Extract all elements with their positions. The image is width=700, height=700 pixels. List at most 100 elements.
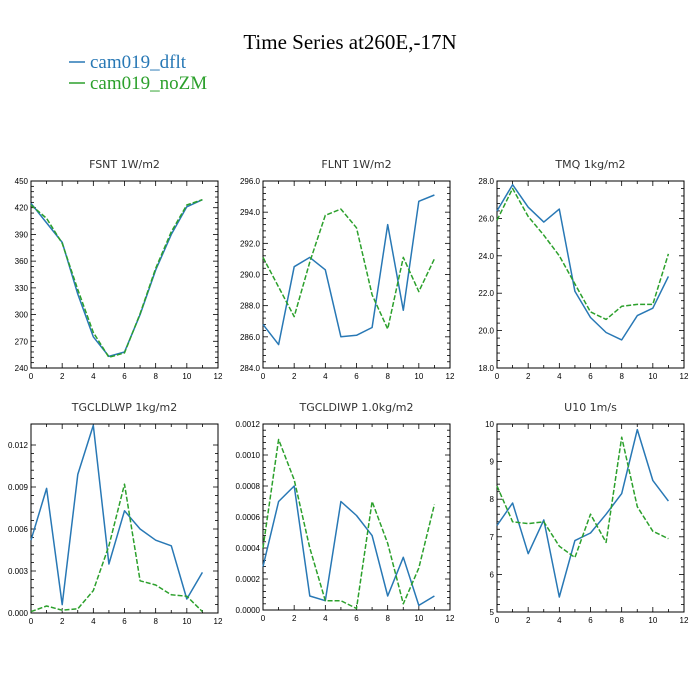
legend-label-dflt: cam019_dflt [90, 52, 187, 73]
y-tick-label: 284.0 [240, 364, 261, 373]
series-line-cam019-dflt [262, 485, 435, 607]
x-tick-label: 8 [619, 372, 624, 381]
x-tick-label: 4 [323, 372, 328, 381]
x-tick-label: 8 [385, 372, 390, 381]
x-tick-label: 8 [385, 614, 390, 623]
x-tick-label: 2 [526, 372, 531, 381]
plot-frame [262, 423, 451, 611]
series-line-cam019-dflt [496, 428, 669, 598]
x-tick-label: 0 [29, 372, 34, 381]
y-tick-label: 22.0 [478, 289, 494, 298]
y-tick-label: 0.0000 [236, 606, 261, 615]
y-tick-label: 240 [15, 364, 29, 373]
panel-title: U10 1m/s [564, 401, 617, 414]
series-line-cam019-nozm [262, 208, 436, 330]
legend: cam019_dflt cam019_noZM [69, 52, 207, 94]
x-tick-label: 4 [91, 617, 96, 626]
plot-frame [30, 180, 219, 369]
series-line-cam019-dflt [30, 424, 204, 606]
x-tick-label: 4 [557, 616, 562, 625]
panel-title: TGCLDLWP 1kg/m2 [71, 401, 177, 414]
x-tick-label: 10 [648, 616, 657, 625]
series-line-cam019-nozm [30, 198, 203, 359]
chart-panel-6: U10 1m/s 0 2 4 6 8 10 12 5 6 7 8 9 10 [485, 401, 689, 625]
chart-panel-1: FSNT 1W/m2 0 2 4 6 8 10 12 240 270 300 330 360 390 420… [15, 158, 223, 381]
series-line-cam019-nozm [496, 436, 669, 559]
y-tick-label: 294.0 [240, 208, 261, 217]
y-tick-label: 270 [15, 337, 29, 346]
y-tick-label: 0.0008 [236, 482, 261, 491]
x-tick-label: 6 [354, 372, 359, 381]
y-tick-label: 8 [490, 495, 495, 504]
y-tick-label: 0.0012 [236, 420, 261, 429]
x-tick-label: 10 [414, 614, 423, 623]
chart-panel-3: TMQ 1kg/m2 0 2 4 6 8 10 12 18.0 20.0 22.0 24.0 26.0 2… [478, 158, 689, 381]
series-line-cam019-nozm [30, 483, 203, 613]
y-tick-label: 7 [490, 533, 495, 542]
x-tick-label: 0 [261, 614, 266, 623]
x-tick-label: 2 [292, 372, 297, 381]
y-tick-label: 0.0002 [236, 575, 261, 584]
y-tick-label: 292.0 [240, 239, 261, 248]
x-tick-label: 12 [446, 372, 455, 381]
series-line-cam019-dflt [262, 194, 435, 346]
series-line-cam019-nozm [262, 438, 436, 610]
figure-title: Time Series at260E,-17N [243, 30, 456, 54]
chart-panel-5: TGCLDIWP 1.0kg/m2 0 2 4 6 8 10 12 0.0000 0.0002 0.… [236, 401, 455, 623]
x-tick-label: 6 [122, 617, 127, 626]
x-tick-label: 2 [292, 614, 297, 623]
y-tick-label: 0.0010 [236, 451, 261, 460]
x-tick-label: 6 [588, 372, 593, 381]
y-tick-label: 0.012 [8, 441, 29, 450]
y-tick-label: 20.0 [478, 327, 494, 336]
y-tick-label: 0.006 [8, 525, 29, 534]
plot-frame [262, 180, 451, 369]
x-tick-label: 12 [680, 616, 689, 625]
x-tick-label: 4 [557, 372, 562, 381]
x-tick-label: 4 [91, 372, 96, 381]
x-tick-label: 0 [261, 372, 266, 381]
x-tick-label: 2 [60, 372, 65, 381]
y-tick-label: 290.0 [240, 271, 261, 280]
y-tick-label: 420 [15, 204, 29, 213]
x-tick-label: 12 [446, 614, 455, 623]
series-line-cam019-dflt [496, 183, 670, 341]
y-tick-label: 390 [15, 230, 29, 239]
panel-title: FLNT 1W/m2 [321, 158, 391, 171]
y-tick-label: 286.0 [240, 333, 261, 342]
x-tick-label: 0 [495, 372, 500, 381]
x-tick-label: 8 [153, 372, 158, 381]
x-tick-label: 0 [495, 616, 500, 625]
y-tick-label: 24.0 [478, 252, 494, 261]
panel-title: FSNT 1W/m2 [89, 158, 160, 171]
x-tick-label: 10 [648, 372, 657, 381]
y-tick-label: 6 [490, 570, 495, 579]
x-tick-label: 0 [29, 617, 34, 626]
chart-panel-2: FLNT 1W/m2 0 2 4 6 8 10 12 284.0 286.0 288.0 290.0 2… [240, 158, 455, 381]
y-tick-label: 0.0006 [236, 513, 261, 522]
y-tick-label: 9 [490, 458, 495, 467]
y-tick-label: 330 [15, 284, 29, 293]
plot-frame [496, 180, 685, 369]
chart-panels: FSNT 1W/m20 2 4 6 8 10 12240270300330360390420… [8, 158, 689, 626]
x-tick-label: 8 [153, 617, 158, 626]
y-tick-label: 0.000 [8, 609, 29, 618]
y-tick-label: 300 [15, 311, 29, 320]
x-tick-label: 6 [122, 372, 127, 381]
y-tick-label: 26.0 [478, 214, 494, 223]
y-tick-label: 0.009 [8, 483, 29, 492]
y-tick-label: 28.0 [478, 177, 494, 186]
plot-frame [496, 423, 685, 613]
y-tick-label: 5 [490, 608, 495, 617]
panel-title: TGCLDIWP 1.0kg/m2 [298, 401, 413, 414]
x-tick-label: 2 [60, 617, 65, 626]
y-tick-label: 0.0004 [236, 544, 261, 553]
x-tick-label: 10 [182, 617, 191, 626]
x-tick-label: 6 [588, 616, 593, 625]
y-tick-label: 296.0 [240, 177, 261, 186]
y-tick-label: 18.0 [478, 364, 494, 373]
x-tick-label: 12 [680, 372, 689, 381]
legend-label-nozm: cam019_noZM [90, 73, 207, 94]
x-tick-label: 10 [182, 372, 191, 381]
